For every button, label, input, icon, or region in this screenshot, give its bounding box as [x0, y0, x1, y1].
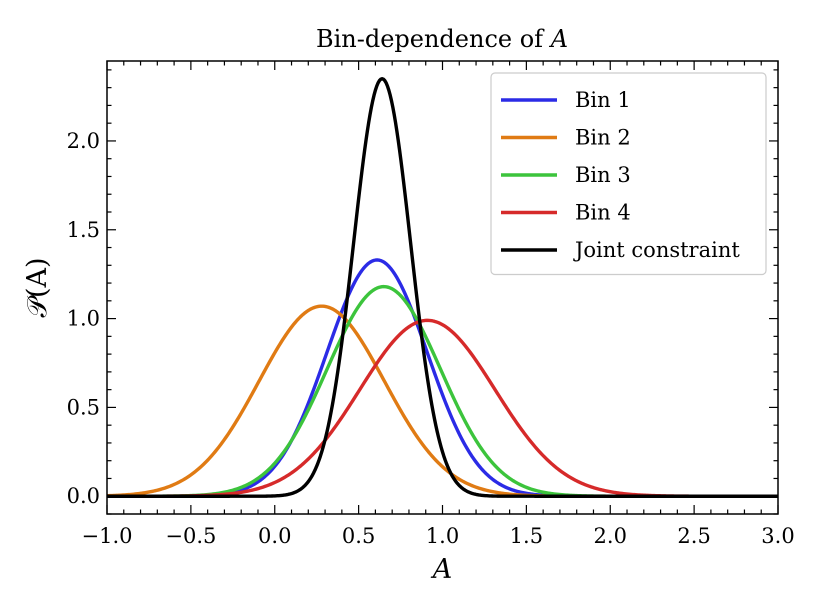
x-tick-label: 2.0: [594, 524, 627, 548]
legend-label-bin-3: Bin 3: [575, 163, 631, 187]
legend-label-bin-2: Bin 2: [575, 126, 631, 150]
chart-title: Bin-dependence of A: [316, 25, 568, 53]
x-tick-label: 1.0: [426, 524, 459, 548]
plot-frame: [106, 60, 779, 515]
legend-label-joint-constraint: Joint constraint: [573, 238, 740, 262]
y-tick-label: 1.0: [67, 307, 100, 331]
series-line-bin-2: [106, 304, 779, 498]
y-tick-label: 2.0: [67, 129, 100, 153]
curves: [106, 77, 779, 498]
x-tick-label: 3.0: [761, 524, 794, 548]
series-line-bin-4: [106, 318, 779, 498]
x-tick-label: 0.0: [258, 524, 291, 548]
x-tick-label: 0.5: [342, 524, 375, 548]
chart-title-variable: A: [549, 25, 568, 53]
x-axis-label: A: [430, 554, 453, 585]
x-tick-label: 1.5: [510, 524, 543, 548]
chart-title-text: Bin-dependence of: [316, 25, 551, 53]
legend-label-bin-4: Bin 4: [575, 201, 631, 225]
y-axis-label: 𝒫(A): [22, 257, 53, 317]
legend-box: [490, 72, 767, 276]
y-tick-label: 0.5: [67, 395, 100, 419]
x-tick-label: −0.5: [165, 524, 216, 548]
y-tick-label: 0.0: [67, 484, 100, 508]
y-tick-label: 1.5: [67, 218, 100, 242]
x-tick-label: 2.5: [677, 524, 710, 548]
legend-label-bin-1: Bin 1: [575, 88, 631, 112]
tick-labels: −1.0 −0.5 0.0 0.5 1.0 1.5 2.0 2.5 3.0 0.0 0.5 1.0 1.…: [67, 129, 795, 548]
x-tick-label: −1.0: [82, 524, 133, 548]
legend: Bin 1 Bin 2 Bin 3 Bin 4 Joint constraint: [490, 72, 767, 276]
series-line-joint-constraint: [106, 77, 779, 498]
